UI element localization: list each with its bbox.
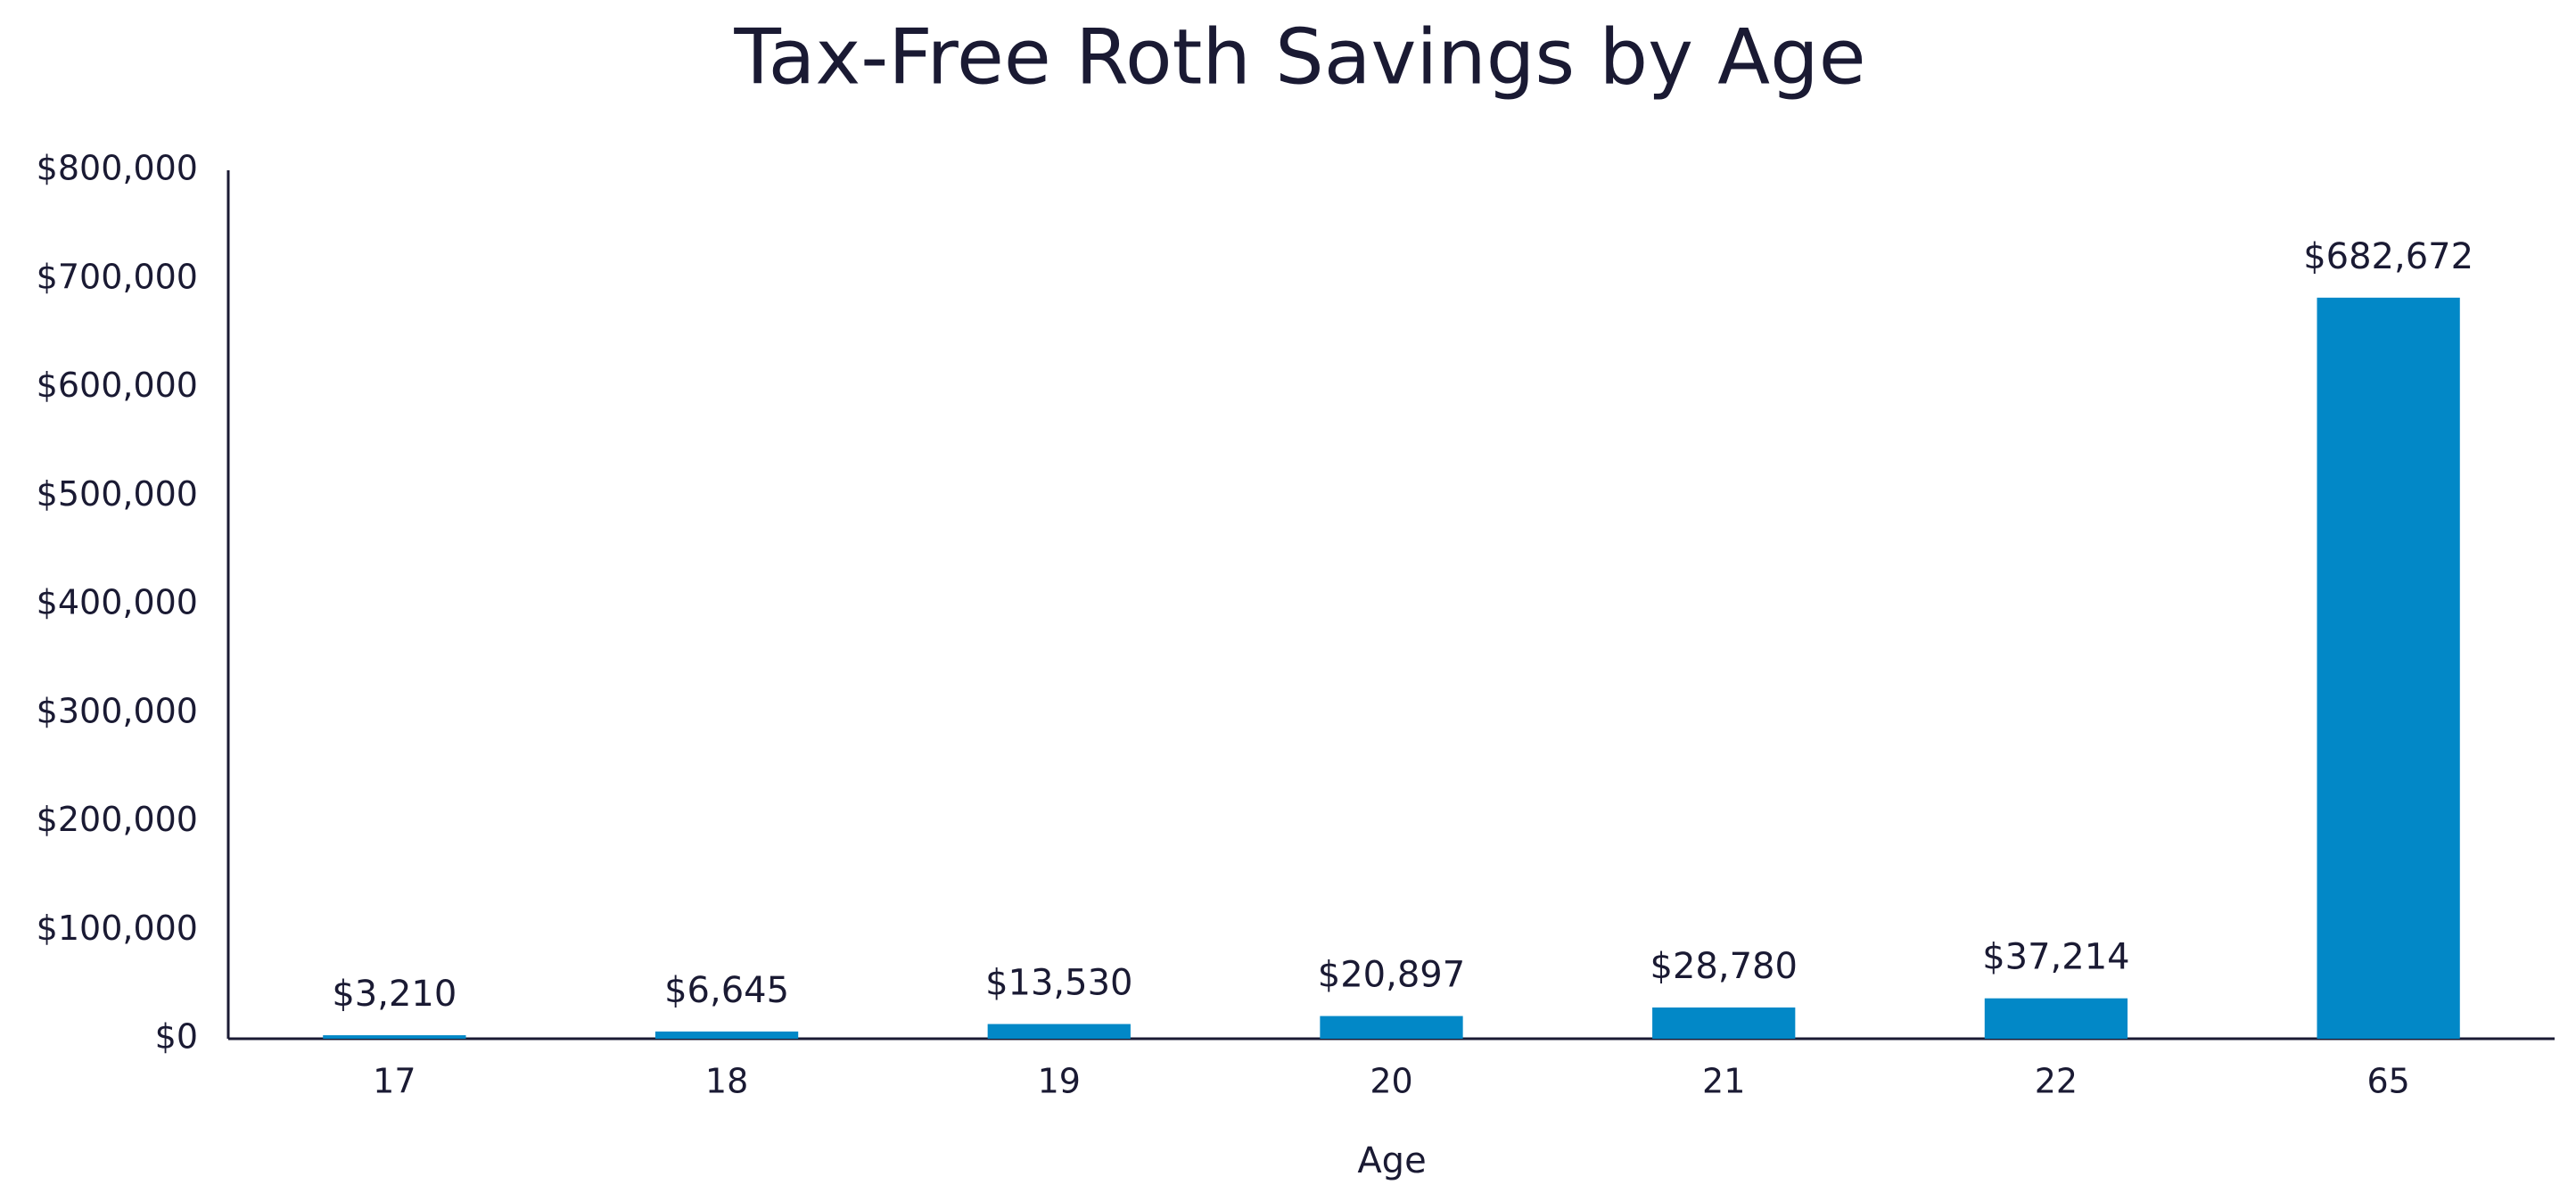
- x-tick-label: 21: [1702, 1062, 1745, 1101]
- value-label: $6,645: [664, 970, 789, 1011]
- x-tick-label: 20: [1370, 1062, 1412, 1101]
- x-tick-label: 65: [2366, 1062, 2409, 1101]
- bar: [987, 1024, 1131, 1039]
- x-tick-label: 17: [373, 1062, 416, 1101]
- y-tick-label: $700,000: [37, 257, 198, 296]
- value-label: $682,672: [2303, 236, 2473, 277]
- value-label: $3,210: [332, 974, 457, 1015]
- y-tick-label: $400,000: [37, 583, 198, 622]
- y-tick-label: $500,000: [37, 474, 198, 514]
- y-tick-label: $300,000: [37, 691, 198, 730]
- bar: [2317, 297, 2460, 1040]
- chart-title: Tax-Free Roth Savings by Age: [733, 12, 1865, 102]
- y-tick-label: $100,000: [37, 909, 198, 948]
- bar: [1652, 1007, 1796, 1039]
- value-label: $28,780: [1650, 946, 1798, 987]
- y-tick-label: $200,000: [37, 800, 198, 839]
- bar: [323, 1035, 466, 1039]
- bar: [1984, 998, 2128, 1039]
- x-tick-label: 22: [2035, 1062, 2078, 1101]
- value-label: $37,214: [1982, 937, 2129, 978]
- x-tick-label: 18: [705, 1062, 748, 1101]
- y-tick-label: $800,000: [37, 149, 198, 188]
- y-tick-label: $0: [155, 1017, 198, 1057]
- x-tick-label: 19: [1038, 1062, 1081, 1101]
- bar: [1320, 1016, 1463, 1039]
- bar: [654, 1031, 799, 1039]
- x-axis-title: Age: [1357, 1140, 1426, 1181]
- y-tick-label: $600,000: [37, 366, 198, 405]
- value-label: $13,530: [985, 963, 1132, 1004]
- value-label: $20,897: [1318, 955, 1465, 996]
